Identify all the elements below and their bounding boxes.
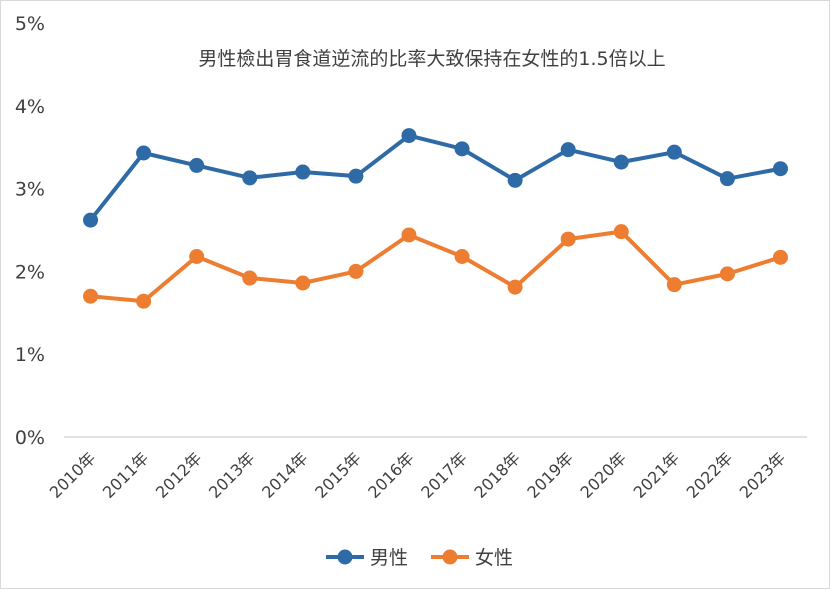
data-point [560, 231, 576, 247]
x-tick-label: 2023年 [736, 448, 790, 502]
series-line [88, 229, 783, 304]
data-point [136, 145, 152, 161]
y-tick-label: 0% [15, 427, 45, 449]
data-point [613, 154, 629, 170]
chart-title: 男性檢出胃食道逆流的比率大致保持在女性的1.5倍以上 [198, 48, 665, 70]
x-tick-label: 2017年 [417, 448, 471, 502]
data-point [295, 275, 311, 291]
y-tick-label: 5% [15, 13, 45, 35]
data-point [454, 248, 470, 264]
data-point [719, 266, 735, 282]
x-tick-label: 2013年 [205, 448, 259, 502]
y-tick-label: 4% [15, 96, 45, 118]
x-tick-label: 2016年 [364, 448, 418, 502]
data-point [401, 227, 417, 243]
data-point [242, 270, 258, 286]
legend-marker [337, 549, 353, 565]
data-point [507, 279, 523, 295]
data-point [348, 263, 364, 279]
data-point [666, 277, 682, 293]
x-tick-label: 2018年 [470, 448, 524, 502]
y-tick-label: 1% [15, 344, 45, 366]
legend-item: 男性 [326, 547, 408, 569]
legend-label: 男性 [370, 547, 408, 569]
x-tick-label: 2019年 [523, 448, 577, 502]
data-point [454, 141, 470, 157]
data-point [613, 224, 629, 240]
data-point [719, 171, 735, 187]
data-point [666, 144, 682, 160]
x-tick-label: 2012年 [152, 448, 206, 502]
data-point [83, 212, 99, 228]
x-tick-label: 2011年 [99, 448, 153, 502]
y-tick-label: 2% [15, 261, 45, 283]
legend-label: 女性 [475, 547, 513, 569]
series-line [88, 133, 783, 223]
legend: 男性 女性 [326, 547, 513, 569]
x-tick-label: 2010年 [46, 448, 100, 502]
data-point [242, 170, 258, 186]
data-point [189, 248, 205, 264]
data-point [348, 168, 364, 184]
data-point [189, 157, 205, 173]
legend-marker [442, 549, 458, 565]
data-point [772, 249, 788, 265]
data-point [401, 128, 417, 144]
x-tick-label: 2015年 [311, 448, 365, 502]
y-tick-label: 3% [15, 179, 45, 201]
series-1 [83, 128, 788, 228]
x-tick-label: 2021年 [630, 448, 684, 502]
data-point [772, 161, 788, 177]
x-axis: 2010年 2011年 2012年 2013年 2014年 2015年 2016年 2017年… [46, 448, 789, 502]
x-tick-label: 2020年 [577, 448, 631, 502]
x-tick-label: 2022年 [683, 448, 737, 502]
y-axis: 0% 1% 2% 3% 4% 5% [15, 13, 45, 449]
data-point [560, 142, 576, 158]
data-point [295, 164, 311, 180]
x-tick-label: 2014年 [258, 448, 312, 502]
legend-item: 女性 [431, 547, 513, 569]
data-point [136, 293, 152, 309]
series-2 [83, 224, 788, 309]
data-point [507, 172, 523, 188]
series-layer [83, 128, 788, 309]
data-point [83, 288, 99, 304]
